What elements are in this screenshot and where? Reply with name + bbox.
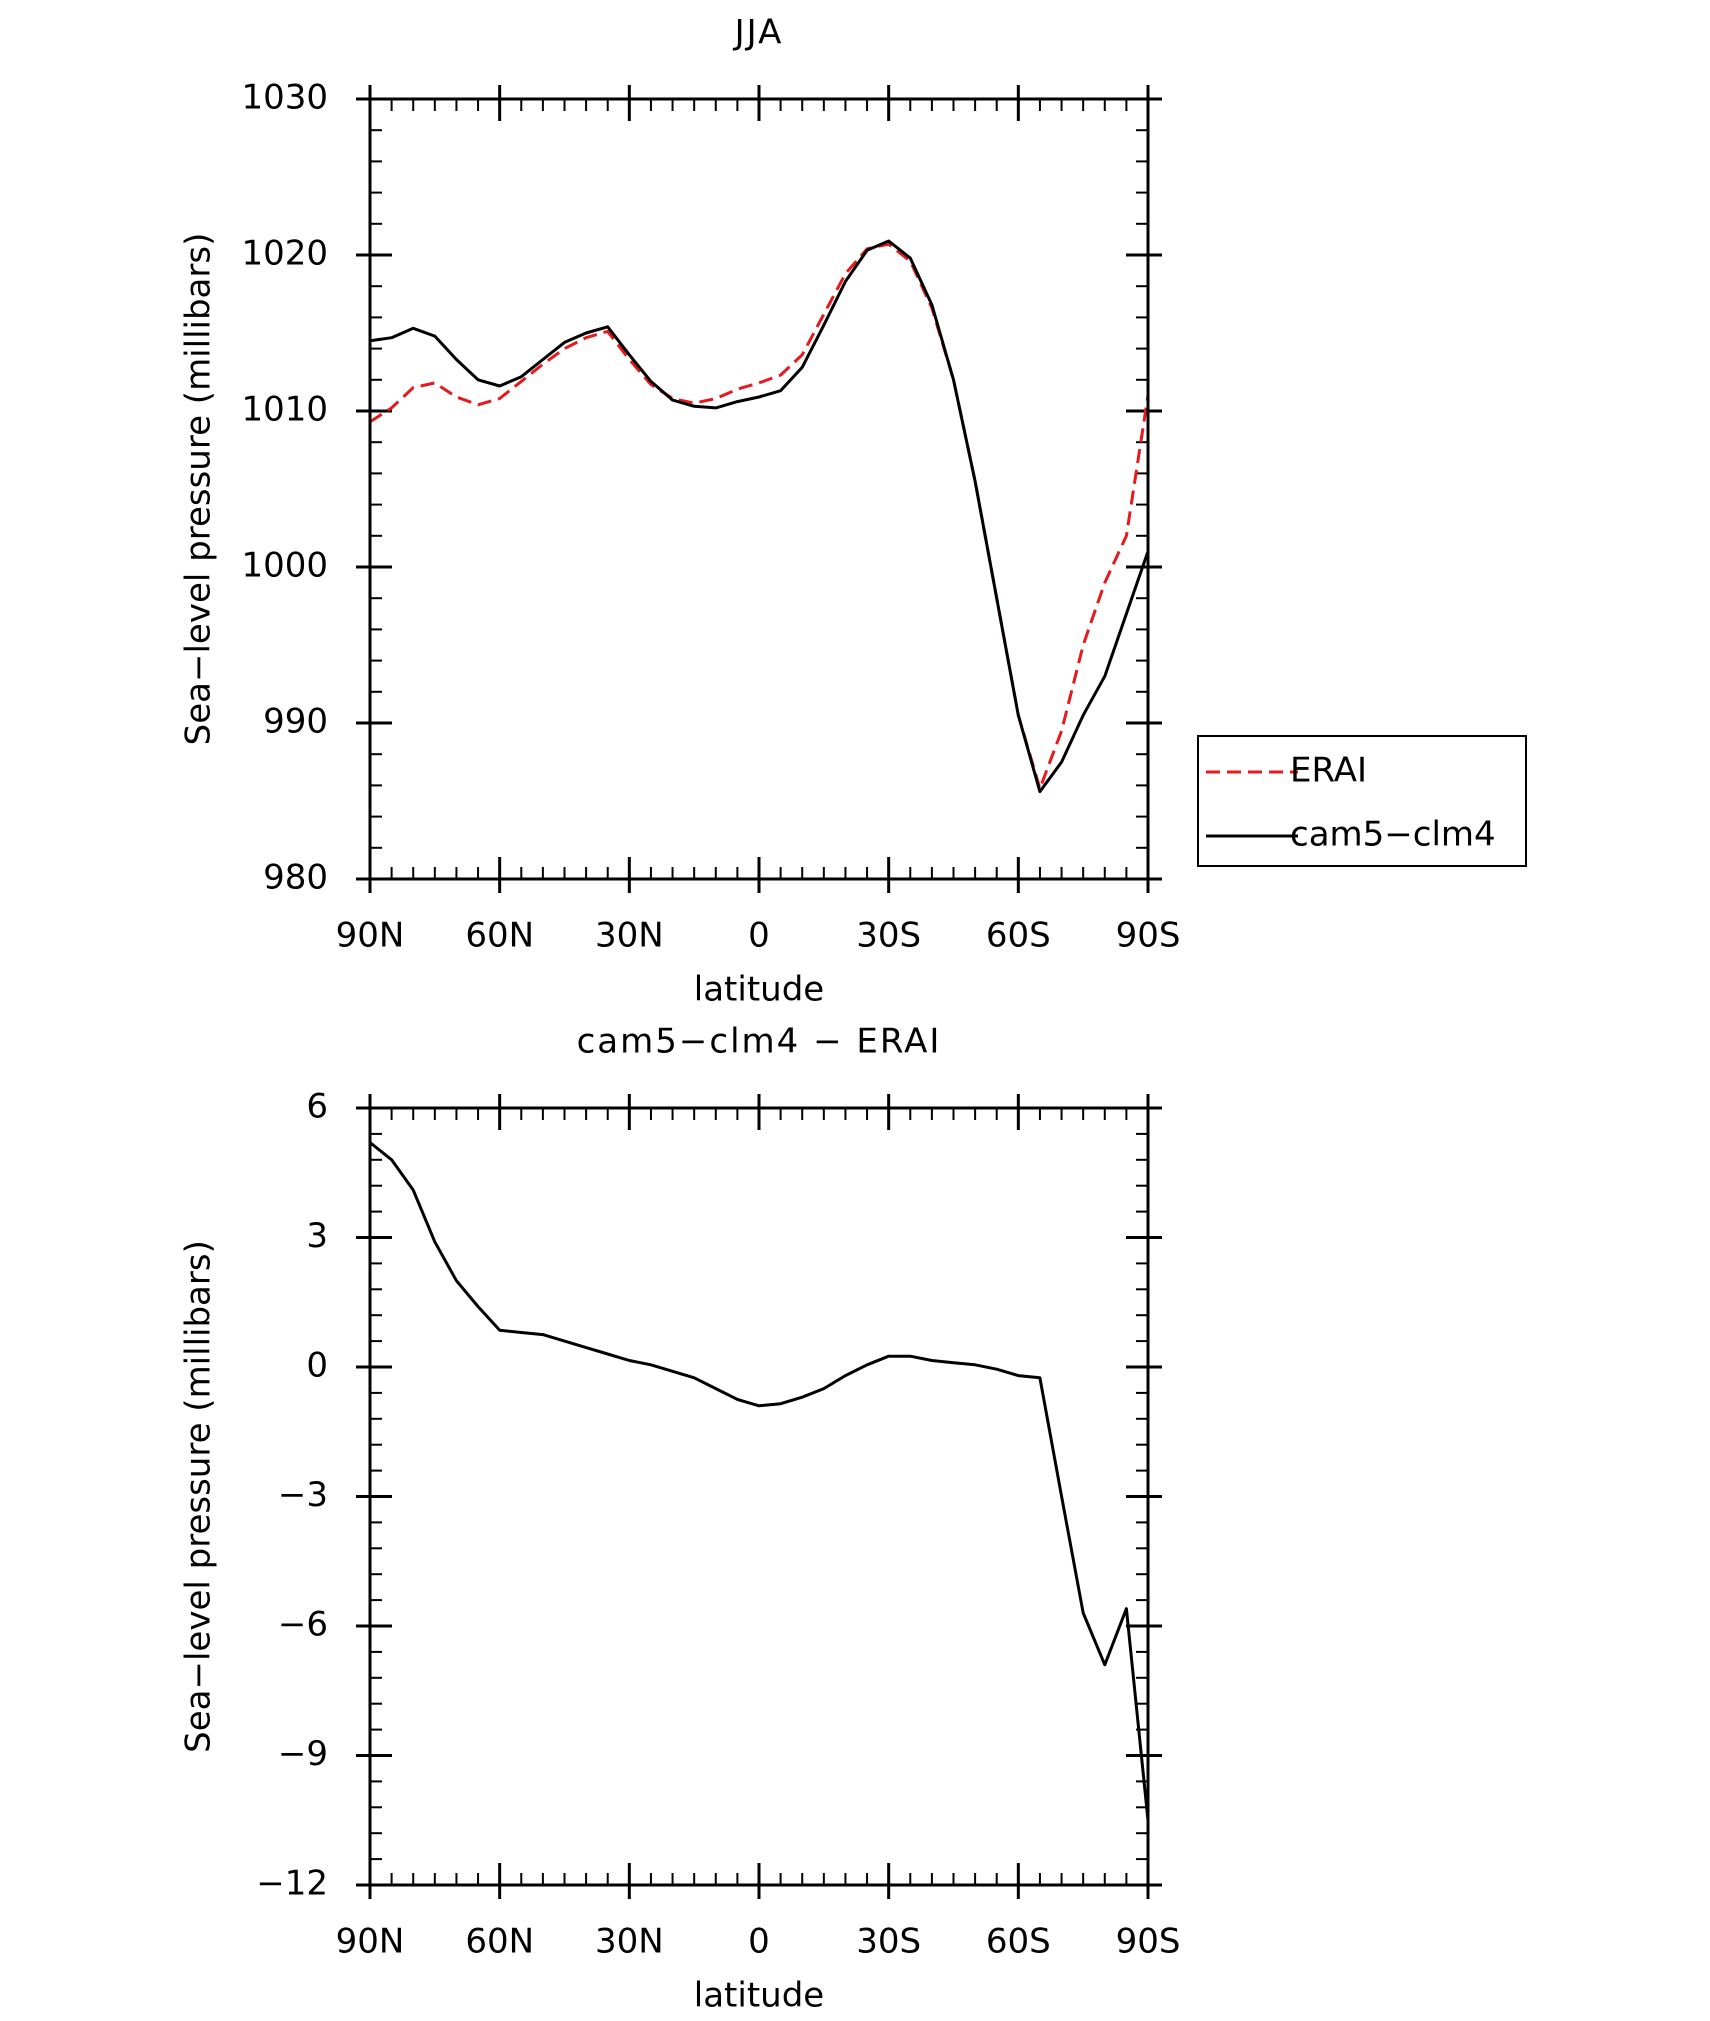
y-tick-label: 1010 bbox=[241, 390, 328, 430]
x-tick-label: 30S bbox=[856, 1922, 921, 1962]
y-tick-label: 1030 bbox=[241, 78, 328, 118]
x-tick-label: 30S bbox=[856, 916, 921, 956]
x-tick-label: 90S bbox=[1116, 916, 1181, 956]
x-tick-label: 60S bbox=[986, 1922, 1051, 1962]
x-tick-label: 0 bbox=[748, 1922, 770, 1962]
x-tick-label: 0 bbox=[748, 916, 770, 956]
x-tick-label: 30N bbox=[595, 1922, 664, 1962]
y-axis-label: Sea−level pressure (millibars) bbox=[179, 233, 219, 746]
legend-box bbox=[1197, 735, 1527, 867]
x-tick-label: 60N bbox=[465, 1922, 534, 1962]
y-tick-label: 6 bbox=[306, 1087, 328, 1127]
x-tick-label: 90S bbox=[1116, 1922, 1181, 1962]
x-tick-label: 90N bbox=[336, 916, 405, 956]
y-tick-label: −9 bbox=[278, 1734, 328, 1774]
y-tick-label: −3 bbox=[278, 1475, 328, 1515]
data-line bbox=[369, 1141, 1150, 1821]
x-tick-label: 90N bbox=[336, 1922, 405, 1962]
plot-frame bbox=[368, 1106, 1150, 1887]
y-axis-label: Sea−level pressure (millibars) bbox=[179, 1240, 219, 1753]
y-tick-label: 1000 bbox=[241, 546, 328, 586]
x-axis-label: latitude bbox=[694, 1976, 824, 2016]
data-line bbox=[369, 239, 1150, 794]
x-tick-label: 60N bbox=[465, 916, 534, 956]
x-axis-label: latitude bbox=[694, 970, 824, 1010]
y-tick-label: 980 bbox=[263, 858, 328, 898]
legend-label: ERAI bbox=[1290, 751, 1367, 791]
y-tick-label: −6 bbox=[278, 1605, 328, 1645]
y-tick-label: 0 bbox=[306, 1346, 328, 1386]
chart-title: cam5−clm4 − ERAI bbox=[577, 1022, 942, 1062]
y-tick-label: 3 bbox=[306, 1216, 328, 1256]
chart-title: JJA bbox=[733, 13, 784, 53]
y-tick-label: 1020 bbox=[241, 234, 328, 274]
data-line bbox=[369, 242, 1150, 790]
x-tick-label: 30N bbox=[595, 916, 664, 956]
y-tick-label: −12 bbox=[256, 1864, 328, 1904]
x-tick-label: 60S bbox=[986, 916, 1051, 956]
legend-label: cam5−clm4 bbox=[1290, 815, 1496, 855]
y-tick-label: 990 bbox=[263, 702, 328, 742]
plot-frame bbox=[368, 97, 1150, 881]
